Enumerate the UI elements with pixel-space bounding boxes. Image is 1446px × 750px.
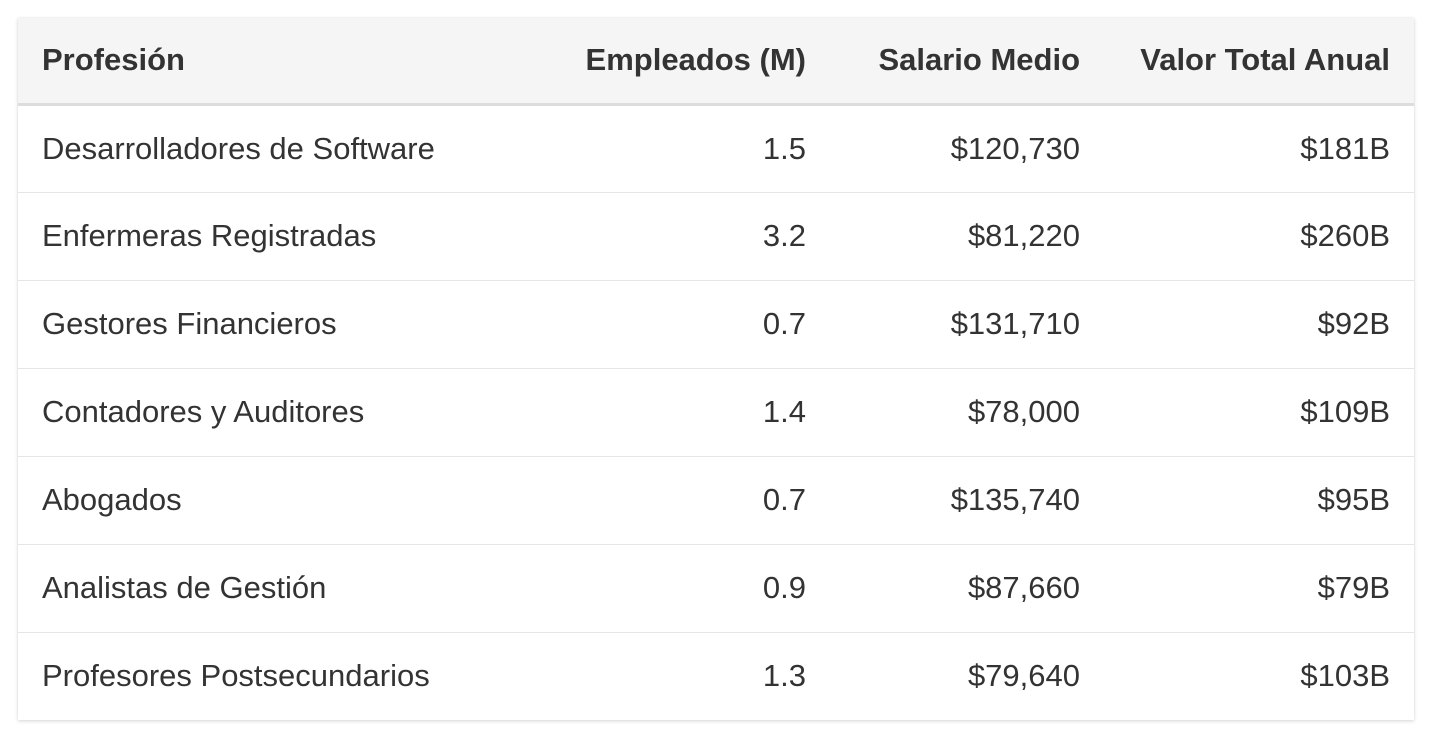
cell-profesion: Analistas de Gestión (18, 544, 548, 633)
cell-salario-medio: $87,660 (830, 544, 1104, 633)
header-profesion[interactable]: Profesión (18, 18, 548, 106)
table-row: Desarrolladores de Software 1.5 $120,730… (18, 104, 1414, 193)
table-row: Analistas de Gestión 0.9 $87,660 $79B (18, 544, 1414, 633)
header-valor-total-anual[interactable]: Valor Total Anual (1104, 18, 1414, 106)
cell-valor-total: $103B (1300, 658, 1390, 694)
cell-empleados: 0.9 (548, 544, 830, 633)
table-row: Abogados 0.7 $135,740 $95B (18, 456, 1414, 545)
cell-salario-medio: $78,000 (830, 368, 1104, 457)
cell-salario-medio: $135,740 (830, 456, 1104, 545)
cell-valor-total: $109B (1104, 368, 1414, 457)
cell-profesion: Abogados (18, 456, 548, 545)
header-empleados[interactable]: Empleados (M) (548, 18, 830, 106)
data-table-card: Profesión Empleados (M) Salario Medio Va… (18, 18, 1414, 720)
table-row: Profesores Postsecundarios 1.3 $79,640 $… (18, 632, 1414, 720)
cell-valor-total: $95B (1104, 456, 1414, 545)
cell-profesion: Enfermeras Registradas (18, 192, 548, 281)
cell-valor-total: $79B (1104, 544, 1414, 633)
cell-salario-medio: $131,710 (830, 280, 1104, 369)
cell-valor-total: $260B (1104, 192, 1414, 281)
cell-empleados: 1.4 (548, 368, 830, 457)
cell-empleados: 0.7 (548, 280, 830, 369)
cell-profesion: Profesores Postsecundarios (42, 658, 430, 694)
cell-salario-medio: $120,730 (830, 104, 1104, 193)
cell-empleados: 3.2 (548, 192, 830, 281)
table-row: Contadores y Auditores 1.4 $78,000 $109B (18, 368, 1414, 457)
cell-valor-total: $181B (1104, 104, 1414, 193)
table-row: Gestores Financieros 0.7 $131,710 $92B (18, 280, 1414, 369)
cell-salario-medio: $81,220 (830, 192, 1104, 281)
profession-table: Profesión Empleados (M) Salario Medio Va… (18, 18, 1414, 720)
cell-profesion: Contadores y Auditores (18, 368, 548, 457)
cell-valor-total: $92B (1104, 280, 1414, 369)
cell-salario-medio: $79,640 (967, 658, 1080, 694)
header-salario-medio[interactable]: Salario Medio (830, 18, 1104, 106)
cell-empleados: 0.7 (548, 456, 830, 545)
table-row: Enfermeras Registradas 3.2 $81,220 $260B (18, 192, 1414, 281)
cell-empleados: 1.5 (548, 104, 830, 193)
cell-profesion: Gestores Financieros (18, 280, 548, 369)
cell-empleados: 1.3 (762, 658, 806, 694)
table-header-row: Profesión Empleados (M) Salario Medio Va… (18, 18, 1414, 106)
cell-profesion: Desarrolladores de Software (18, 104, 548, 193)
